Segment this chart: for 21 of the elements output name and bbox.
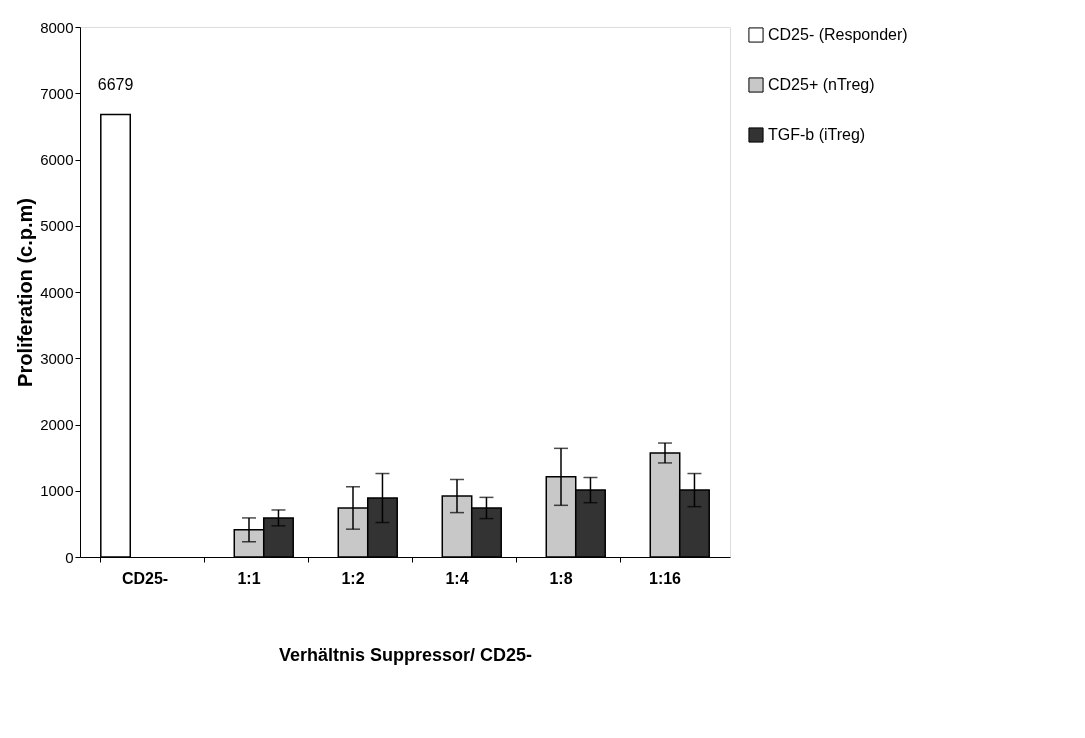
x-tick-label: 1:8	[549, 569, 573, 587]
y-tick-label: 1000	[40, 482, 74, 500]
y-tick-label: 7000	[40, 84, 74, 102]
x-tick-label: 1:2	[341, 569, 365, 587]
y-tick-label: 5000	[40, 217, 74, 235]
x-tick-label: 1:1	[237, 569, 261, 587]
y-tick-label: 2000	[40, 416, 74, 433]
data-label: 6679	[97, 75, 134, 93]
x-axis-title: Verhältnis Suppressor/ CD25-	[278, 644, 533, 665]
y-axis-title: Proliferation (c.p.m)	[14, 198, 37, 387]
legend-label: CD25+ (nTreg)	[768, 76, 875, 93]
legend-label: CD25- (Responder)	[768, 26, 908, 43]
y-tick-label: 4000	[40, 283, 74, 301]
y-tick-label: 6000	[40, 151, 74, 168]
legend-label: TGF-b (iTreg)	[768, 126, 866, 143]
y-tick-label: 3000	[40, 349, 74, 367]
y-tick-label: 8000	[40, 18, 74, 36]
x-tick-label: 1:4	[445, 569, 469, 587]
y-tick-label: 0	[65, 548, 74, 566]
x-tick-label: CD25-	[121, 569, 169, 587]
x-tick-label: 1:16	[648, 569, 682, 587]
